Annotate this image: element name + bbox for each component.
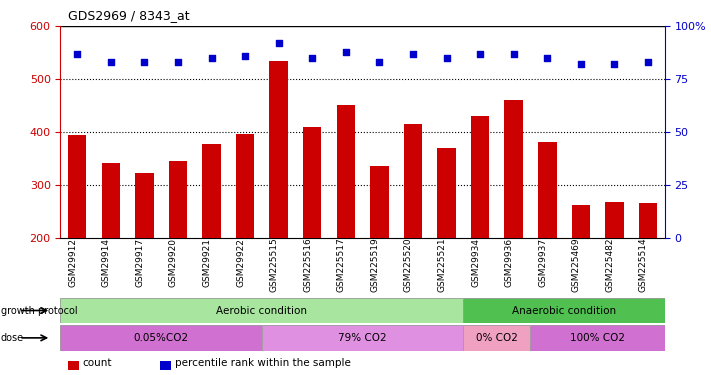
Text: GSM225515: GSM225515	[269, 238, 279, 292]
Text: Aerobic condition: Aerobic condition	[216, 306, 307, 315]
Bar	[638, 203, 657, 344]
Point	[407, 51, 419, 57]
Text: GSM225519: GSM225519	[370, 238, 380, 292]
Text: GSM29936: GSM29936	[505, 238, 513, 287]
Point	[474, 51, 486, 57]
Text: GSM29921: GSM29921	[203, 238, 212, 287]
Text: GSM225516: GSM225516	[304, 238, 312, 292]
Point	[273, 40, 284, 46]
Point	[575, 62, 587, 68]
Bar	[303, 127, 321, 344]
Text: GSM29922: GSM29922	[236, 238, 245, 286]
Bar	[605, 202, 624, 344]
Text: 79% CO2: 79% CO2	[338, 333, 387, 343]
Text: GSM225469: GSM225469	[572, 238, 581, 292]
Bar	[68, 135, 87, 344]
Point	[240, 53, 251, 59]
Text: count: count	[82, 358, 112, 368]
Text: GSM225520: GSM225520	[404, 238, 413, 292]
Bar	[572, 205, 590, 344]
Point	[642, 59, 653, 65]
Point	[508, 51, 519, 57]
Point	[306, 55, 318, 61]
Bar	[505, 100, 523, 344]
Bar	[102, 163, 120, 344]
Point	[441, 55, 452, 61]
Bar	[203, 144, 220, 344]
Text: GSM225514: GSM225514	[639, 238, 648, 292]
Point	[172, 59, 183, 65]
Bar	[471, 116, 489, 344]
Text: dose: dose	[1, 333, 24, 343]
Bar	[404, 124, 422, 344]
Point	[374, 59, 385, 65]
Bar	[336, 105, 355, 344]
Text: GSM29917: GSM29917	[135, 238, 144, 287]
Bar	[370, 166, 389, 344]
Bar	[538, 141, 557, 344]
Text: GSM29920: GSM29920	[169, 238, 178, 287]
Bar	[236, 134, 255, 344]
Point	[72, 51, 83, 57]
Text: GSM29914: GSM29914	[102, 238, 111, 287]
Bar	[169, 161, 187, 344]
Text: GSM29937: GSM29937	[538, 238, 547, 287]
Text: GDS2969 / 8343_at: GDS2969 / 8343_at	[68, 9, 189, 22]
Point	[206, 55, 218, 61]
Point	[105, 59, 117, 65]
Text: GSM225521: GSM225521	[437, 238, 447, 292]
Point	[542, 55, 553, 61]
Text: Anaerobic condition: Anaerobic condition	[512, 306, 616, 315]
Text: 0.05%CO2: 0.05%CO2	[134, 333, 188, 343]
Text: 100% CO2: 100% CO2	[570, 333, 625, 343]
Bar	[135, 173, 154, 344]
Bar	[437, 148, 456, 344]
Text: GSM225482: GSM225482	[606, 238, 614, 292]
Text: 0% CO2: 0% CO2	[476, 333, 518, 343]
Bar	[269, 61, 288, 344]
Text: GSM29934: GSM29934	[471, 238, 480, 287]
Point	[139, 59, 150, 65]
Text: GSM225517: GSM225517	[337, 238, 346, 292]
Point	[609, 62, 620, 68]
Text: percentile rank within the sample: percentile rank within the sample	[175, 358, 351, 368]
Point	[340, 49, 351, 55]
Text: GSM29912: GSM29912	[68, 238, 77, 287]
Text: growth protocol: growth protocol	[1, 306, 77, 315]
